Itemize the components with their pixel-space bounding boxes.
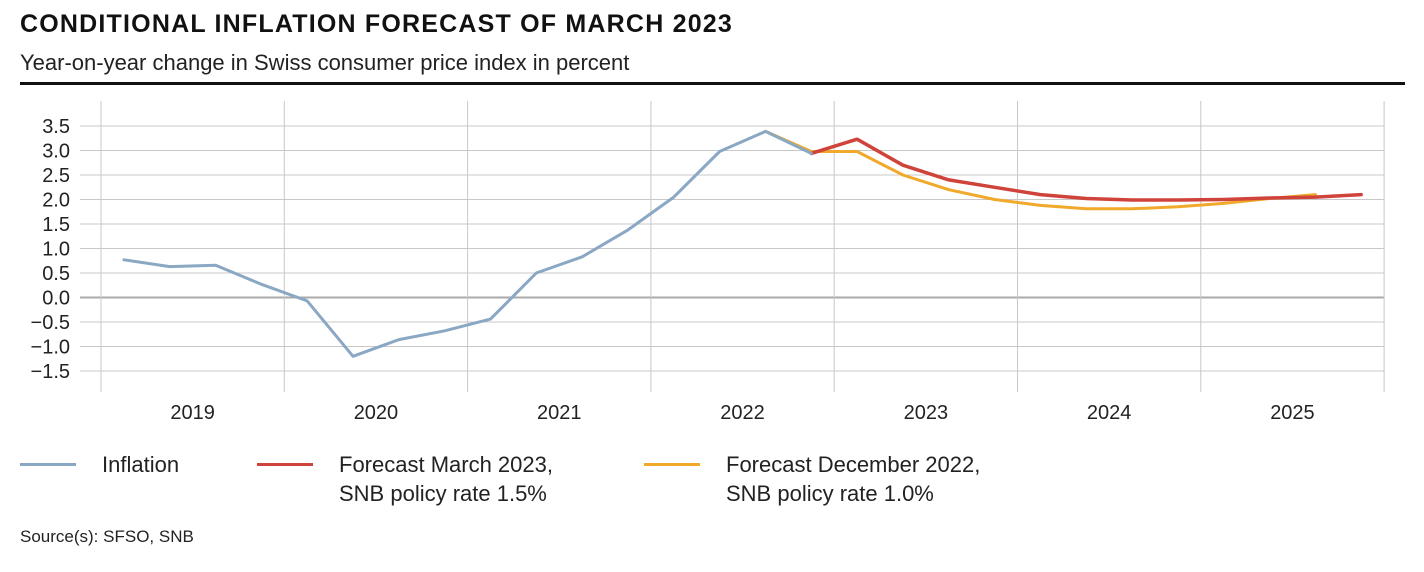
y-tick-label: 3.0 [42,141,70,163]
x-tick-label: 2020 [354,402,399,424]
legend-label-forecast-march-line1: Forecast March 2023, [339,452,553,477]
y-tick-label: 0.0 [42,288,70,310]
x-tick-label: 2019 [170,402,215,424]
y-tick-label: −1.5 [31,361,70,383]
x-tick-label: 2022 [720,402,765,424]
y-tick-label: 1.0 [42,239,70,261]
x-axis-ticks: 2019 2020 2021 2022 2023 2024 2025 [170,402,1314,424]
x-tick-label: 2024 [1087,402,1132,424]
series-layer [122,129,1363,358]
legend-swatch-forecast-december [644,463,700,466]
legend-swatch-inflation [20,463,76,466]
y-tick-label: 3.5 [42,116,70,138]
series-line-forecast-december [764,129,1317,211]
y-axis-ticks: 3.5 3.02.5 2.01.5 1.00.5 0.0−0.5 −1.0−1.5 [31,116,70,383]
series-line-inflation [122,129,813,358]
series-line-forecast-march [809,137,1363,202]
x-tick-label: 2025 [1270,402,1315,424]
y-tick-label: −1.0 [31,337,70,359]
chart-subtitle: Year-on-year change in Swiss consumer pr… [20,50,630,75]
y-tick-label: 0.5 [42,263,70,285]
y-tick-label: 2.0 [42,190,70,212]
legend-label-forecast-december-line1: Forecast December 2022, [726,452,981,477]
legend-label-inflation: Inflation [102,452,180,477]
legend-label-forecast-march-line2: SNB policy rate 1.5% [339,481,547,506]
x-tick-label: 2021 [537,402,582,424]
y-tick-label: −0.5 [31,312,70,334]
y-tick-label: 2.5 [42,165,70,187]
x-tick-label: 2023 [904,402,949,424]
legend-swatch-forecast-march [257,463,313,466]
y-tick-label: 1.5 [42,214,70,236]
chart-title: CONDITIONAL INFLATION FORECAST OF MARCH … [20,10,734,38]
title-rule [20,82,1405,85]
legend-label-forecast-december-line2: SNB policy rate 1.0% [726,481,934,506]
source-note: Source(s): SFSO, SNB [20,527,194,546]
